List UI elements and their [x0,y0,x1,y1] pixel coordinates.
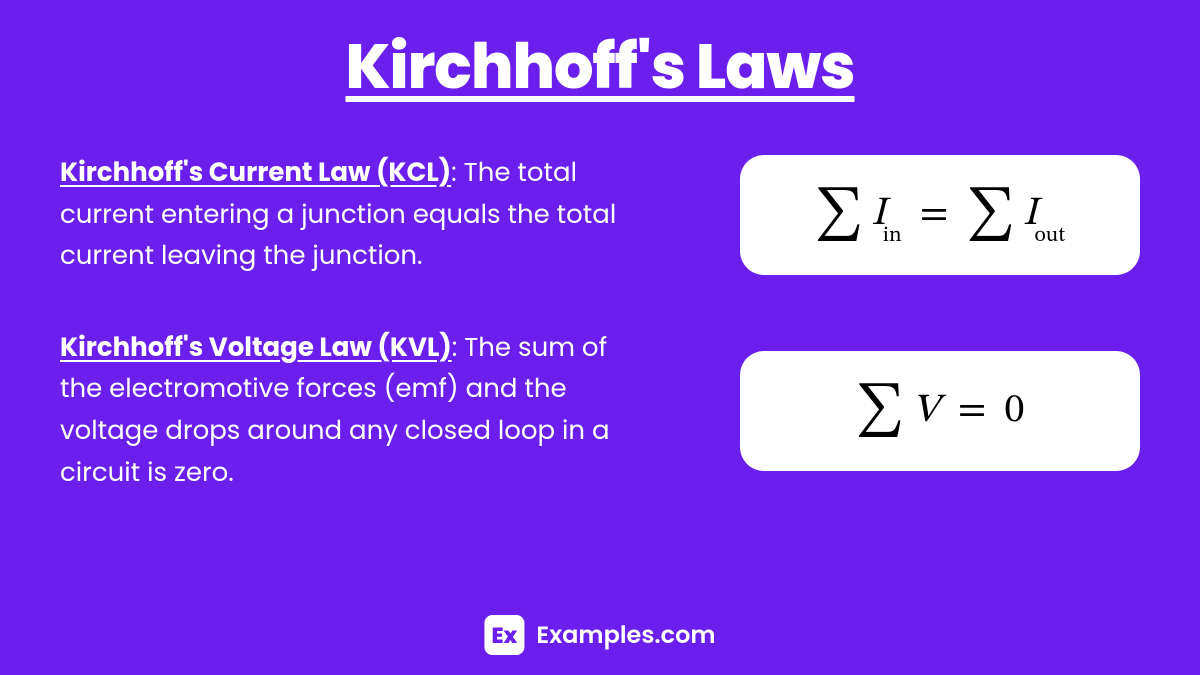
kcl-name: Kirchhoff's Current Law (KCL) [60,155,451,191]
kvl-formula: ∑ V = 0 [856,385,1025,437]
kcl-formula-box: ∑ Iin = ∑ Iout [740,155,1140,275]
kcl-formula: ∑ Iin = ∑ Iout [815,189,1065,242]
kvl-formula-box: ∑ V = 0 [740,351,1140,471]
page-title: Kirchhoff's Laws [60,20,1140,113]
kcl-row: Kirchhoff's Current Law (KCL): The total… [60,153,1140,278]
kvl-text: Kirchhoff's Voltage Law (KVL): The sum o… [60,328,640,494]
kvl-name: Kirchhoff's Voltage Law (KVL) [60,330,452,366]
kvl-var: V [912,386,939,436]
footer-label: Examples.com [536,618,715,653]
equals-sign: = [958,386,987,436]
footer-logo-icon: Ex [484,615,524,655]
footer: Ex Examples.com [484,615,715,655]
kvl-equals-value: 0 [1004,386,1024,436]
kcl-left-sub: in [883,225,902,247]
sigma-icon: ∑ [815,189,864,241]
kcl-right-sub: out [1034,225,1065,247]
sigma-icon: ∑ [966,189,1015,241]
kvl-row: Kirchhoff's Voltage Law (KVL): The sum o… [60,328,1140,494]
equals-sign: = [920,190,949,240]
sigma-icon: ∑ [856,385,905,437]
kcl-text: Kirchhoff's Current Law (KCL): The total… [60,153,640,278]
